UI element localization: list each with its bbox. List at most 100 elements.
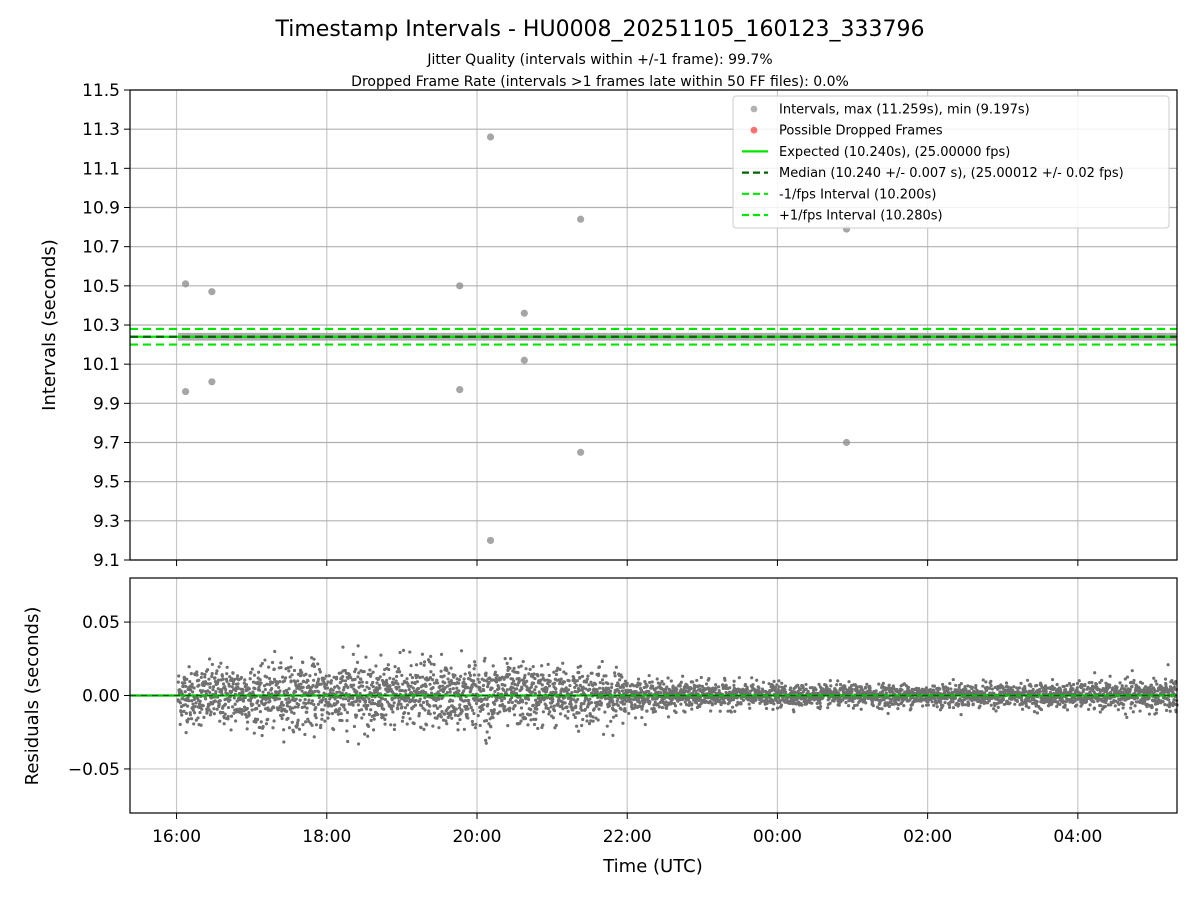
residual-point — [352, 724, 357, 729]
residual-point — [604, 674, 608, 678]
residual-point — [396, 667, 401, 671]
residual-point — [312, 657, 316, 661]
top-y-tick-label: 9.9 — [93, 394, 120, 414]
residual-point — [314, 705, 318, 710]
residual-point — [448, 690, 452, 694]
residual-point — [287, 687, 291, 691]
residual-point — [508, 666, 512, 670]
residual-point — [765, 699, 770, 703]
residual-point — [285, 704, 289, 708]
residual-point — [641, 704, 645, 708]
residual-point — [478, 709, 483, 713]
residual-point — [1105, 697, 1109, 701]
residual-point — [223, 702, 228, 706]
residual-point — [502, 677, 506, 681]
residual-point — [297, 703, 301, 707]
residual-point — [378, 686, 382, 690]
residual-point — [524, 667, 528, 671]
residual-point — [1130, 669, 1134, 673]
residual-point — [230, 705, 235, 709]
residual-point — [818, 701, 822, 706]
residual-point — [265, 675, 269, 679]
residual-point — [739, 702, 743, 706]
residual-point — [1128, 687, 1132, 692]
residual-point — [492, 702, 497, 706]
residual-point — [507, 700, 511, 704]
residual-point — [1090, 680, 1094, 685]
residual-point — [623, 679, 628, 683]
residual-point — [527, 672, 531, 676]
residual-point — [665, 685, 669, 689]
residual-point — [351, 696, 355, 700]
residual-point — [435, 678, 439, 682]
residual-point — [432, 662, 436, 667]
residual-point — [511, 707, 515, 711]
residual-point — [442, 712, 447, 716]
residual-point — [293, 680, 297, 685]
residual-point — [1113, 704, 1117, 708]
residual-point — [509, 657, 513, 661]
residual-point — [595, 700, 600, 705]
residual-point — [687, 703, 691, 708]
residual-point — [312, 735, 316, 739]
residual-point — [924, 686, 928, 690]
residual-point — [438, 712, 442, 716]
residual-point — [473, 663, 477, 667]
residual-point — [484, 738, 488, 742]
residual-point — [304, 701, 308, 706]
residual-point — [507, 709, 512, 713]
residual-point — [445, 722, 449, 726]
top-y-tick-label: 9.3 — [93, 512, 120, 532]
residual-point — [817, 682, 821, 686]
residual-point — [1147, 712, 1152, 716]
residual-point — [601, 682, 605, 686]
residual-point — [505, 688, 509, 692]
residual-point — [187, 665, 191, 669]
residual-point — [290, 710, 294, 714]
residual-point — [405, 722, 409, 726]
residual-point — [428, 676, 433, 680]
residual-point — [388, 676, 392, 680]
residual-point — [178, 701, 183, 705]
residual-point — [1075, 703, 1079, 707]
residual-point — [932, 688, 936, 693]
residual-point — [299, 673, 303, 678]
residual-point — [962, 690, 966, 694]
residual-point — [465, 704, 469, 709]
residual-point — [1055, 682, 1059, 687]
residual-point — [1024, 701, 1028, 705]
residual-point — [380, 703, 384, 708]
residual-point — [580, 723, 584, 728]
residual-point — [1072, 682, 1076, 687]
residual-point — [265, 682, 269, 686]
bottom-y-tick-label: 0.05 — [82, 613, 120, 633]
residual-point — [793, 690, 797, 695]
residual-point — [1015, 699, 1019, 704]
residual-point — [707, 676, 711, 681]
legend-marker — [750, 105, 758, 113]
residual-point — [949, 687, 953, 691]
residual-point — [371, 670, 375, 674]
residual-point — [1004, 681, 1009, 685]
residual-point — [348, 673, 352, 677]
residual-point — [585, 719, 589, 723]
residual-point — [450, 716, 454, 720]
residual-point — [281, 703, 286, 707]
residual-point — [966, 684, 970, 688]
residual-point — [1161, 699, 1165, 704]
residual-point — [694, 701, 699, 705]
residual-point — [220, 674, 224, 678]
residual-point — [864, 701, 868, 705]
residual-point — [987, 699, 991, 703]
residual-point — [985, 688, 989, 692]
residual-point — [1118, 681, 1122, 685]
residual-point — [539, 678, 543, 682]
residual-point — [428, 682, 432, 686]
residual-point — [374, 686, 379, 690]
residual-point — [520, 687, 524, 691]
residual-point — [732, 683, 736, 687]
residual-point — [429, 654, 433, 658]
residual-point — [647, 673, 651, 678]
residual-point — [652, 707, 656, 711]
residual-point — [1019, 681, 1023, 685]
